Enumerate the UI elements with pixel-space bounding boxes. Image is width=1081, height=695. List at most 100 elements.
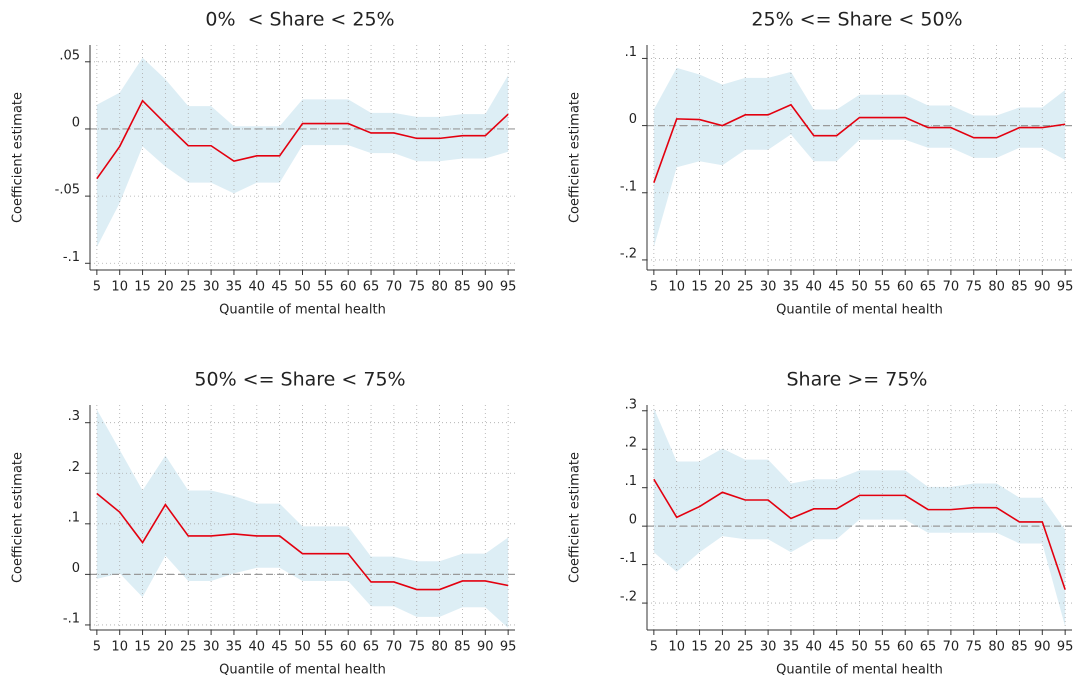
x-tick-label: 35 — [783, 280, 800, 295]
x-tick-label: 30 — [760, 280, 777, 295]
x-tick-label: 90 — [1034, 280, 1051, 295]
y-tick-label: 0 — [72, 561, 80, 576]
y-tick-label: .05 — [59, 48, 80, 63]
y-axis-title: Coefficient estimate — [568, 452, 583, 583]
x-tick-label: 45 — [271, 280, 288, 295]
y-tick-label: .3 — [625, 397, 637, 412]
x-tick-label: 30 — [203, 640, 220, 655]
y-tick-label: .1 — [68, 510, 80, 525]
y-tick-label: -.1 — [63, 250, 80, 265]
y-tick-label: -.2 — [620, 590, 637, 605]
x-tick-label: 75 — [965, 280, 982, 295]
x-tick-label: 40 — [249, 280, 266, 295]
y-axis-title: Coefficient estimate — [568, 92, 583, 223]
x-tick-label: 50 — [294, 640, 311, 655]
x-tick-label: 65 — [363, 640, 380, 655]
x-tick-label: 60 — [897, 640, 914, 655]
x-tick-label: 60 — [897, 280, 914, 295]
x-axis-title: Quantile of mental health — [776, 663, 943, 678]
x-tick-label: 35 — [226, 640, 243, 655]
x-tick-label: 25 — [737, 280, 754, 295]
x-tick-label: 35 — [783, 640, 800, 655]
x-tick-label: 20 — [157, 280, 174, 295]
y-tick-label: .2 — [68, 460, 80, 475]
x-tick-label: 95 — [500, 280, 517, 295]
panel-title: 0% < Share < 25% — [205, 9, 394, 31]
estimate-line — [653, 103, 1066, 183]
x-tick-label: 60 — [340, 280, 357, 295]
x-tick-label: 65 — [363, 280, 380, 295]
x-tick-label: 75 — [408, 280, 425, 295]
x-tick-label: 20 — [714, 280, 731, 295]
x-tick-label: 95 — [500, 640, 517, 655]
x-tick-label: 45 — [271, 640, 288, 655]
x-tick-label: 10 — [111, 640, 128, 655]
x-tick-label: 80 — [431, 640, 448, 655]
x-tick-label: 60 — [340, 640, 357, 655]
x-tick-label: 5 — [650, 280, 658, 295]
confidence-band — [96, 409, 509, 628]
x-axis-title: Quantile of mental health — [776, 303, 943, 318]
x-tick-label: 10 — [668, 280, 685, 295]
y-tick-label: 0 — [629, 513, 637, 528]
y-tick-label: .1 — [625, 45, 637, 60]
estimate-line — [96, 99, 509, 180]
panel-title: 25% <= Share < 50% — [751, 9, 962, 31]
x-tick-label: 65 — [920, 640, 937, 655]
x-tick-label: 20 — [714, 640, 731, 655]
x-tick-label: 25 — [180, 280, 197, 295]
x-tick-label: 95 — [1057, 280, 1074, 295]
x-tick-label: 55 — [317, 280, 334, 295]
x-tick-label: 30 — [760, 640, 777, 655]
x-tick-label: 20 — [157, 640, 174, 655]
confidence-band — [96, 57, 509, 248]
x-tick-label: 70 — [386, 640, 403, 655]
x-tick-label: 5 — [93, 640, 101, 655]
x-tick-label: 70 — [386, 280, 403, 295]
x-axis-title: Quantile of mental health — [219, 663, 386, 678]
x-tick-label: 75 — [965, 640, 982, 655]
x-tick-label: 50 — [851, 280, 868, 295]
x-tick-label: 45 — [828, 640, 845, 655]
x-tick-label: 15 — [691, 640, 708, 655]
x-tick-label: 95 — [1057, 640, 1074, 655]
panel-title: 50% <= Share < 75% — [194, 369, 405, 391]
x-tick-label: 15 — [134, 640, 151, 655]
x-tick-label: 85 — [454, 640, 471, 655]
x-tick-label: 85 — [454, 280, 471, 295]
y-axis-title: Coefficient estimate — [11, 452, 26, 583]
estimate-line — [653, 478, 1066, 590]
y-tick-label: -.2 — [620, 246, 637, 261]
x-tick-label: 80 — [988, 280, 1005, 295]
x-tick-label: 30 — [203, 280, 220, 295]
y-tick-label: -.1 — [620, 179, 637, 194]
x-tick-label: 70 — [943, 640, 960, 655]
x-tick-label: 70 — [943, 280, 960, 295]
x-tick-label: 15 — [134, 280, 151, 295]
x-tick-label: 45 — [828, 280, 845, 295]
x-tick-label: 85 — [1011, 280, 1028, 295]
x-tick-label: 90 — [477, 280, 494, 295]
confidence-band — [653, 67, 1066, 248]
y-tick-label: 0 — [72, 115, 80, 130]
x-tick-label: 75 — [408, 640, 425, 655]
x-tick-label: 55 — [317, 640, 334, 655]
y-tick-label: .3 — [68, 409, 80, 424]
x-tick-label: 10 — [111, 280, 128, 295]
x-tick-label: 15 — [691, 280, 708, 295]
x-tick-label: 25 — [180, 640, 197, 655]
x-tick-label: 5 — [650, 640, 658, 655]
x-tick-label: 50 — [294, 280, 311, 295]
x-tick-label: 5 — [93, 280, 101, 295]
x-axis-title: Quantile of mental health — [219, 303, 386, 318]
x-tick-label: 50 — [851, 640, 868, 655]
x-tick-label: 10 — [668, 640, 685, 655]
x-tick-label: 65 — [920, 280, 937, 295]
y-tick-label: -.1 — [620, 551, 637, 566]
y-tick-label: .2 — [625, 436, 637, 451]
x-tick-label: 80 — [988, 640, 1005, 655]
x-tick-label: 25 — [737, 640, 754, 655]
y-tick-label: 0 — [629, 112, 637, 127]
estimate-line — [96, 492, 509, 591]
